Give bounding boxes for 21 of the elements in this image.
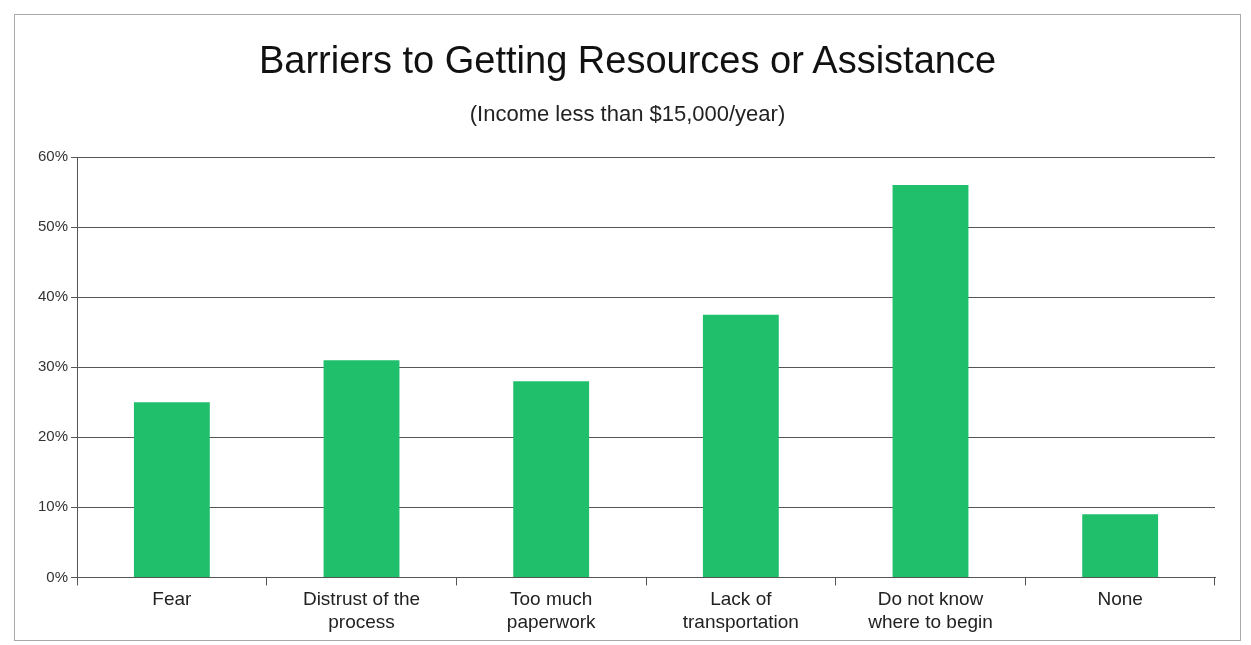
- y-tick-label: 30%: [37, 357, 69, 375]
- y-tick-label: 50%: [37, 217, 69, 235]
- bar: [323, 360, 400, 577]
- x-tick-label: Lack of transportation: [682, 588, 799, 632]
- x-tick-label: Distrust of the process: [302, 588, 421, 632]
- bar: [892, 185, 969, 577]
- bar: [1082, 514, 1159, 577]
- y-tick-label: 0%: [46, 567, 69, 585]
- y-tick-label: 40%: [37, 287, 69, 305]
- x-tick-label: Too much paperwork: [506, 588, 597, 632]
- chart-subtitle: (Income less than $15,000/year): [468, 101, 787, 127]
- x-tick-label: Fear: [152, 588, 193, 610]
- y-tick-label: 20%: [37, 427, 69, 445]
- y-tick-label: 10%: [37, 497, 69, 515]
- bar: [133, 402, 210, 577]
- x-tick-label: Do not know where to begin: [867, 588, 993, 632]
- bar: [702, 314, 779, 577]
- bar: [513, 381, 590, 577]
- x-tick-label: None: [1097, 588, 1143, 610]
- y-tick-label: 60%: [37, 147, 69, 165]
- chart-title: Barriers to Getting Resources or Assistance: [257, 39, 998, 82]
